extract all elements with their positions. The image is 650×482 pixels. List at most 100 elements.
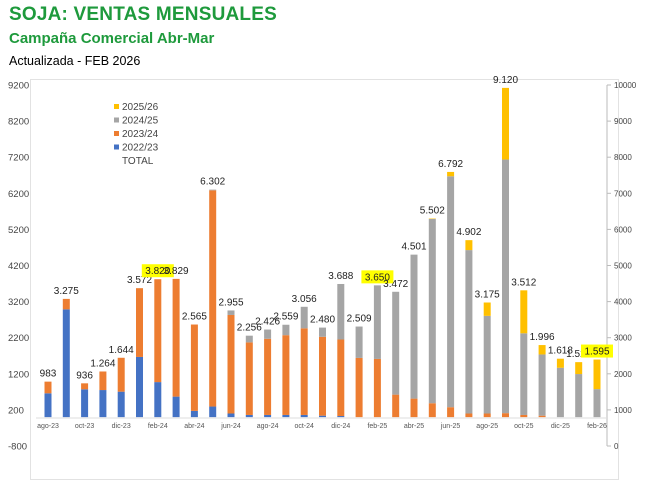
bar-2025-26-nov-25	[538, 345, 546, 355]
bar-2023-24-mar-24	[172, 278, 180, 397]
x-tick-label: ago-23	[37, 423, 59, 430]
bar-2022-23-ago-23	[44, 393, 52, 418]
x-tick-label: oct-23	[75, 423, 95, 430]
bar-2024-25-mar-25	[392, 291, 400, 395]
bar-2024-25-sep-24	[282, 324, 290, 336]
legend-entry: 2022/23	[122, 143, 159, 154]
bar-2024-25-may-24	[209, 189, 217, 191]
bar-2022-23-oct-24	[300, 414, 308, 418]
bar-2025-26-jun-25	[447, 171, 455, 177]
bar-2022-23-nov-23	[99, 390, 107, 418]
bar-2024-25-jul-24	[245, 335, 253, 343]
total-label-oct-25: 3.512	[511, 277, 536, 288]
bar-2024-25-oct-25	[520, 333, 528, 415]
y-right-tick-label: 3000	[614, 334, 632, 343]
total-label-sep-23: 3.275	[54, 286, 79, 297]
y-left-tick-label: 1200	[8, 369, 29, 380]
x-tick-label: feb-25	[367, 423, 387, 430]
bar-2024-25-nov-24	[319, 327, 326, 337]
total-highlight	[361, 270, 394, 284]
bar-2022-23-sep-24	[282, 414, 290, 418]
bar-2022-23-mar-24	[172, 396, 180, 418]
x-tick-label: abr-24	[184, 423, 204, 430]
x-tick-label: feb-26	[587, 423, 607, 430]
bar-2024-25-ago-25	[483, 315, 491, 414]
bar-2022-23-ene-24	[136, 356, 143, 418]
bar-2023-24-abr-25	[410, 398, 418, 418]
total-label-mar-24: 3.829	[164, 266, 189, 277]
legend-swatch	[114, 117, 119, 123]
x-tick-label: abr-25	[404, 423, 424, 430]
total-label-feb-24: 3.820	[145, 266, 170, 277]
bar-2022-23-ago-24	[264, 414, 272, 418]
x-tick-label: ago-24	[257, 423, 279, 430]
bar-2023-24-ago-25	[483, 413, 491, 418]
total-label-ago-25: 3.175	[475, 290, 500, 301]
bar-2024-25-sep-25	[502, 159, 509, 414]
bar-2023-24-nov-25	[538, 415, 546, 418]
x-tick-label: dic-24	[331, 423, 350, 430]
bar-2023-24-dic-23	[117, 357, 125, 392]
total-label-jul-24: 2.256	[237, 323, 262, 334]
bar-2022-23-abr-24	[190, 410, 198, 418]
bar-2023-24-ene-25	[355, 357, 363, 418]
bar-2023-24-nov-23	[99, 371, 107, 391]
x-tick-label: feb-24	[148, 423, 168, 430]
total-label-may-25: 5.502	[420, 205, 445, 216]
y-left-tick-label: 6200	[8, 189, 29, 200]
bar-2023-24-dic-24	[337, 339, 345, 417]
bar-2023-24-oct-23	[81, 383, 89, 390]
total-label-dic-24: 3.688	[328, 271, 353, 282]
total-label-ene-25: 2.509	[347, 314, 372, 325]
total-label-jul-25: 4.902	[456, 227, 481, 238]
y-left-tick-label: 8200	[8, 117, 29, 128]
bar-2022-23-dic-24	[337, 416, 345, 418]
bar-2024-25-dic-24	[337, 283, 345, 340]
total-label-feb-26: 1.595	[584, 347, 609, 358]
bar-2024-25-ene-26	[575, 374, 583, 418]
bar-2023-24-jun-25	[447, 407, 455, 418]
bar-2022-23-jun-24	[227, 413, 235, 418]
x-tick-label: jun-25	[440, 423, 461, 430]
bar-2023-24-jul-25	[465, 413, 473, 418]
x-tick-label: jun-24	[220, 423, 241, 430]
bar-2023-24-abr-24	[190, 324, 198, 411]
y-right-tick-label: 2000	[614, 370, 632, 379]
bar-2024-25-ene-25	[355, 326, 363, 358]
legend-swatch	[114, 131, 119, 136]
legend-entry: 2025/26	[122, 102, 159, 113]
bar-2022-23-nov-24	[319, 415, 326, 418]
bar-2024-25-oct-24	[300, 306, 308, 329]
bar-2023-24-ago-24	[264, 338, 272, 415]
bar-2024-25-jun-24	[227, 310, 235, 315]
chart-frame	[30, 79, 619, 480]
bar-2025-26-sep-25	[502, 87, 509, 160]
total-label-abr-24: 2.565	[182, 312, 207, 323]
bar-2024-25-feb-25	[373, 285, 381, 359]
bar-2022-23-oct-23	[81, 389, 89, 418]
total-label-jun-25: 6.792	[438, 159, 463, 170]
y-right-tick-label: 8000	[614, 153, 632, 162]
bar-2025-26-oct-25	[520, 290, 528, 334]
total-label-ago-24: 2.426	[255, 317, 280, 328]
legend-entry: TOTAL	[122, 156, 154, 167]
y-left-tick-label: 5200	[8, 225, 29, 236]
bar-2022-23-jul-24	[245, 414, 253, 418]
bar-2023-24-sep-24	[282, 335, 290, 415]
y-right-tick-label: 5000	[614, 262, 632, 271]
total-highlight	[581, 344, 613, 358]
bar-2022-23-may-24	[209, 406, 217, 418]
total-label-ene-24: 3.572	[127, 275, 152, 286]
bar-2022-23-feb-24	[154, 382, 162, 418]
total-label-jun-24: 2.955	[218, 297, 243, 308]
legend-swatch	[114, 144, 119, 150]
bar-2024-25-jun-25	[447, 176, 455, 408]
total-label-sep-25: 9.120	[493, 75, 518, 86]
total-label-nov-25: 1.996	[530, 332, 555, 343]
y-right-tick-label: 9000	[614, 117, 632, 126]
bar-2023-24-jul-24	[245, 342, 253, 415]
y-left-tick-label: 2200	[8, 333, 29, 344]
total-label-dic-23: 1.644	[109, 345, 134, 356]
total-label-ene-26: 1.523	[566, 349, 591, 360]
bar-2024-25-nov-25	[538, 354, 546, 416]
